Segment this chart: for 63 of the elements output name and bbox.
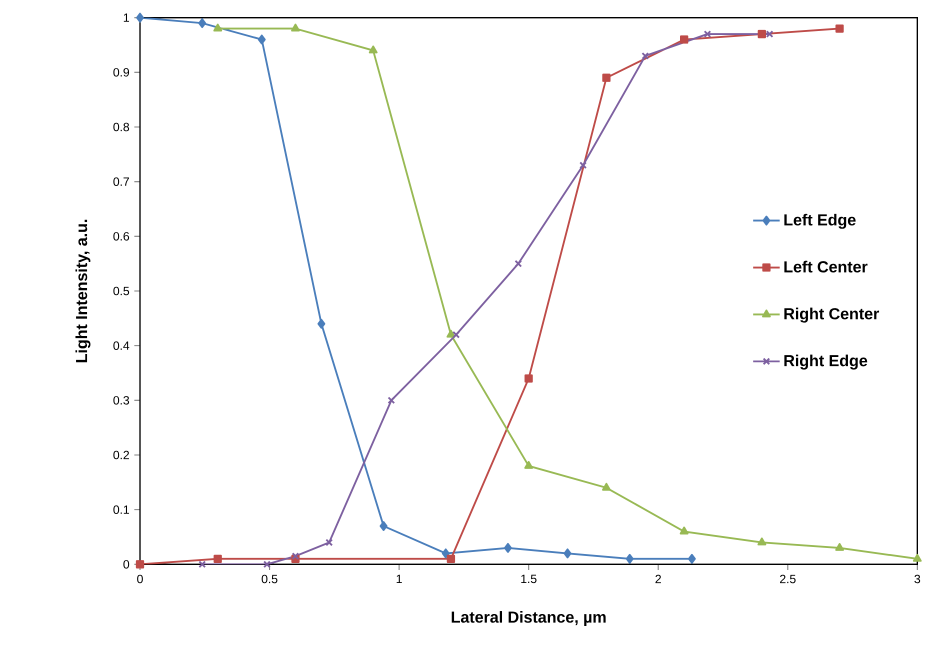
point (680, 35, 688, 44)
point (368, 46, 378, 54)
y-tick-label: 0.2 (113, 450, 129, 460)
y-tick-label: 0.9 (113, 68, 130, 77)
point (214, 554, 222, 563)
point (766, 30, 774, 38)
y-axis-title: Light Intensity, a.u. (75, 220, 90, 362)
x-tick-label: 1.5 (521, 574, 537, 584)
point (642, 52, 650, 60)
legend-label: Left Center (784, 260, 868, 272)
point (602, 74, 611, 82)
y-tick-label: 0 (123, 560, 130, 569)
x-axis-title: Lateral Distance, µm (452, 611, 606, 626)
legend-label: Right Edge (784, 354, 868, 370)
point (263, 560, 271, 568)
point (136, 12, 144, 23)
y-tick-label: 0.8 (113, 122, 130, 132)
legend-label: Left Edge (784, 214, 856, 229)
point (291, 24, 300, 32)
point (292, 552, 300, 560)
x-tick-label: 2 (655, 574, 661, 584)
y-tick-label: 0.1 (113, 505, 130, 514)
y-tick-label: 0.4 (113, 341, 130, 350)
y-tick-label: 0.6 (113, 232, 130, 241)
point (704, 30, 712, 38)
point (514, 260, 522, 268)
point (452, 330, 460, 338)
point (680, 526, 689, 534)
point (198, 560, 206, 568)
point (136, 560, 144, 568)
point (579, 161, 587, 170)
point (388, 396, 396, 404)
point (442, 548, 450, 558)
point (564, 548, 572, 558)
point (380, 521, 388, 531)
point (912, 554, 922, 562)
point (446, 554, 456, 563)
legend-label: Right Center (784, 308, 880, 323)
point (504, 542, 512, 553)
y-tick-label: 1 (124, 14, 130, 22)
point (688, 554, 696, 564)
point (626, 554, 634, 564)
point (325, 538, 333, 546)
x-tick-label: 1 (396, 574, 402, 583)
point (524, 460, 534, 469)
point (258, 34, 266, 44)
point (757, 538, 766, 546)
x-tick-label: 0 (137, 574, 143, 584)
point (835, 24, 844, 33)
point (602, 482, 611, 491)
x-tick-label: 0.5 (262, 574, 278, 584)
point (524, 374, 533, 383)
point (198, 18, 206, 28)
y-tick-label: 0.3 (113, 396, 130, 405)
point (758, 30, 766, 38)
x-tick-label: 3 (914, 574, 920, 584)
point (317, 318, 326, 329)
point (835, 542, 844, 551)
y-tick-label: 0.5 (113, 286, 130, 296)
y-tick-label: 0.7 (113, 177, 129, 186)
point (213, 24, 222, 32)
point (446, 330, 456, 338)
x-tick-label: 2.5 (780, 574, 796, 584)
